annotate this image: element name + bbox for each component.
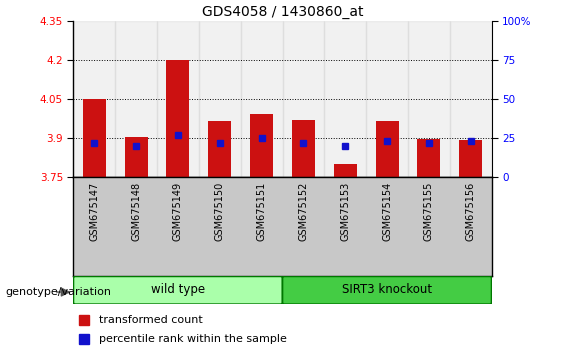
- Bar: [115, 21, 157, 177]
- Bar: [250, 114, 273, 177]
- Text: percentile rank within the sample: percentile rank within the sample: [98, 333, 286, 344]
- Bar: [83, 99, 106, 177]
- Bar: [459, 140, 482, 177]
- Bar: [324, 21, 366, 177]
- Text: GSM675153: GSM675153: [340, 182, 350, 241]
- Text: SIRT3 knockout: SIRT3 knockout: [342, 283, 432, 296]
- Bar: [376, 121, 398, 177]
- FancyBboxPatch shape: [282, 276, 492, 304]
- Text: transformed count: transformed count: [98, 315, 202, 325]
- Text: GSM675151: GSM675151: [257, 182, 267, 241]
- Bar: [157, 21, 199, 177]
- Bar: [199, 21, 241, 177]
- Bar: [125, 137, 147, 177]
- Text: GSM675147: GSM675147: [89, 182, 99, 241]
- Text: GSM675149: GSM675149: [173, 182, 183, 241]
- Bar: [73, 21, 115, 177]
- Bar: [450, 21, 492, 177]
- Title: GDS4058 / 1430860_at: GDS4058 / 1430860_at: [202, 5, 363, 19]
- Text: GSM675154: GSM675154: [382, 182, 392, 241]
- Bar: [418, 139, 440, 177]
- Text: GSM675155: GSM675155: [424, 182, 434, 241]
- Bar: [241, 21, 282, 177]
- Bar: [208, 121, 231, 177]
- Text: genotype/variation: genotype/variation: [6, 287, 112, 297]
- Text: GSM675156: GSM675156: [466, 182, 476, 241]
- Bar: [292, 120, 315, 177]
- Text: GSM675152: GSM675152: [298, 182, 308, 241]
- Bar: [282, 21, 324, 177]
- Text: GSM675148: GSM675148: [131, 182, 141, 241]
- Text: wild type: wild type: [151, 283, 205, 296]
- FancyBboxPatch shape: [73, 276, 282, 304]
- Bar: [167, 60, 189, 177]
- Bar: [366, 21, 408, 177]
- Text: GSM675150: GSM675150: [215, 182, 225, 241]
- Bar: [334, 164, 357, 177]
- Bar: [408, 21, 450, 177]
